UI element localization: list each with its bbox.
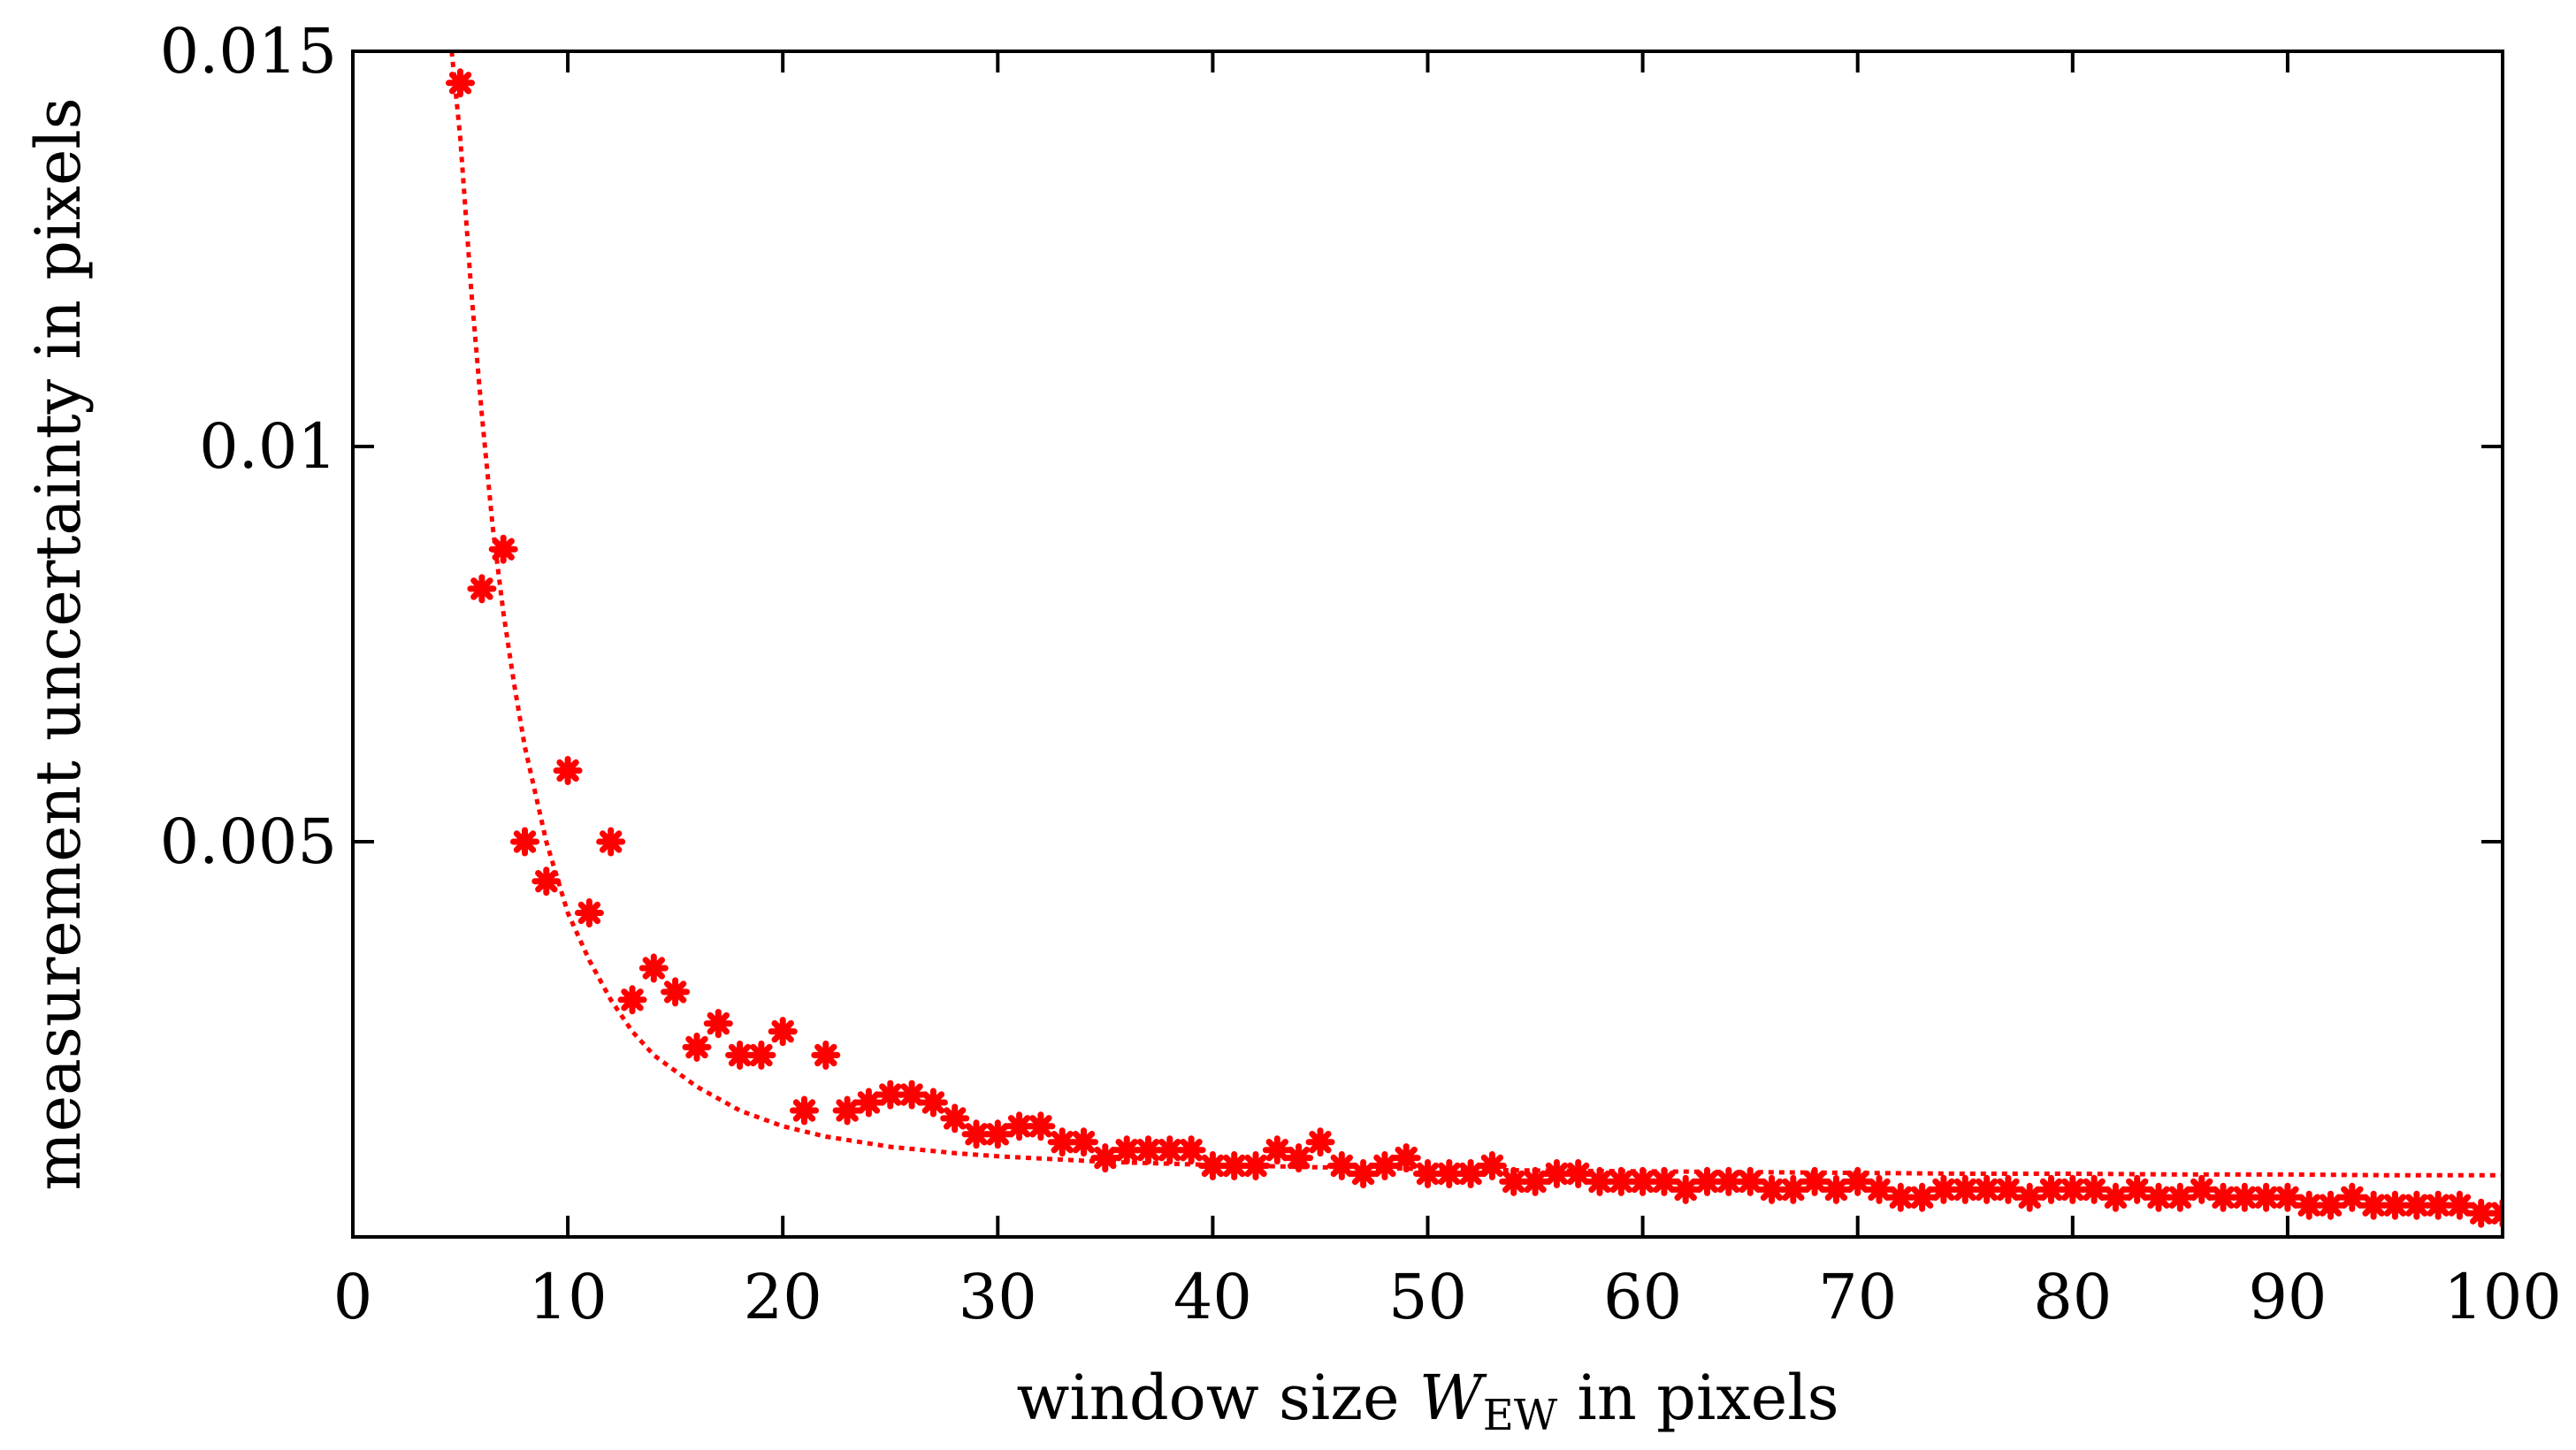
data-point: [1821, 1174, 1851, 1204]
x-axis-label: window size WEW in pixels: [1016, 1362, 1838, 1440]
x-tick-label: 0: [333, 1261, 373, 1333]
data-point: [661, 977, 691, 1007]
data-point: [488, 534, 518, 564]
x-axis-label-symbol: W: [1419, 1362, 1487, 1434]
data-point: [1778, 1174, 1808, 1204]
x-tick-label: 50: [1388, 1261, 1467, 1333]
data-point: [1714, 1166, 1744, 1196]
data-point: [768, 1017, 798, 1047]
data-point: [1993, 1174, 2023, 1204]
data-point: [1262, 1135, 1292, 1165]
axes: 0 10 20 30 40 50 60 70 80 90 100 0.005 0.01 0.015: [160, 15, 2562, 1333]
data-point: [617, 985, 647, 1015]
data-point: [1563, 1159, 1594, 1188]
x-axis-label-suffix: in pixels: [1557, 1362, 1838, 1434]
data-point: [2144, 1182, 2174, 1212]
y-tick-label: 0.01: [199, 410, 337, 483]
y-tick-label: 0.005: [160, 805, 337, 878]
x-tick-label: 10: [529, 1261, 608, 1333]
data-point: [2165, 1182, 2195, 1212]
data-point: [1134, 1135, 1163, 1165]
axes-frame: [351, 50, 2504, 1239]
data-point: [553, 756, 583, 785]
data-point: [2014, 1182, 2045, 1212]
data-point: [1349, 1159, 1379, 1188]
plot-area: [446, 51, 2503, 1228]
data-point: [1370, 1151, 1400, 1180]
x-tick-label: 30: [959, 1261, 1037, 1333]
data-point: [746, 1040, 776, 1070]
data-point: [1069, 1127, 1098, 1157]
data-point: [2488, 1198, 2503, 1228]
data-point: [1026, 1111, 1056, 1141]
data-point: [2208, 1182, 2238, 1212]
data-point: [1477, 1151, 1507, 1180]
data-point: [1800, 1166, 1830, 1196]
x-axis-label-subscript: EW: [1483, 1391, 1558, 1440]
data-point: [1907, 1182, 1938, 1212]
data-point: [2079, 1174, 2109, 1204]
data-point: [2316, 1190, 2345, 1220]
data-point: [1864, 1174, 1894, 1204]
data-point: [1670, 1174, 1701, 1204]
data-point: [1391, 1143, 1421, 1173]
data-point: [638, 953, 669, 983]
x-axis-label-prefix: window size: [1016, 1362, 1418, 1434]
data-point: [2444, 1190, 2474, 1220]
x-tick-label: 100: [2443, 1261, 2562, 1333]
data-point: [1885, 1182, 1915, 1212]
data-point: [510, 827, 539, 857]
data-point: [790, 1095, 819, 1126]
data-point: [2273, 1182, 2303, 1212]
fit-curve: [449, 51, 2503, 1178]
data-point: [446, 68, 475, 98]
data-point: [467, 574, 497, 604]
x-tick-label: 40: [1173, 1261, 1252, 1333]
data-point: [1649, 1166, 1679, 1196]
data-point: [2100, 1182, 2130, 1212]
data-point: [703, 1009, 733, 1039]
data-point: [982, 1119, 1013, 1149]
x-tick-label: 60: [1603, 1261, 1682, 1333]
x-tick-label: 20: [744, 1261, 822, 1333]
y-tick-label: 0.015: [160, 15, 337, 88]
data-point: [1735, 1166, 1765, 1196]
data-point: [574, 898, 604, 927]
data-point: [1326, 1151, 1357, 1180]
data-point: [2466, 1198, 2496, 1228]
data-point: [940, 1103, 970, 1133]
data-point: [682, 1032, 712, 1062]
x-tick-label: 80: [2033, 1261, 2112, 1333]
data-point: [918, 1088, 948, 1118]
data-point: [832, 1095, 862, 1126]
data-point: [2337, 1182, 2367, 1212]
data-point: [2187, 1174, 2217, 1204]
data-point: [2251, 1182, 2282, 1212]
y-axis-label: measurement uncertainty in pixels: [22, 97, 95, 1190]
x-tick-label: 90: [2248, 1261, 2327, 1333]
data-point: [1090, 1143, 1120, 1173]
data-point: [1585, 1166, 1615, 1196]
data-point: [853, 1088, 883, 1118]
data-point: [1241, 1151, 1271, 1180]
data-point: [2122, 1174, 2152, 1204]
data-point: [1284, 1143, 1314, 1173]
data-point: [897, 1080, 927, 1110]
data-point: [1456, 1159, 1486, 1188]
data-point: [596, 827, 626, 857]
data-point: [1843, 1166, 1873, 1196]
data-point: [1176, 1135, 1206, 1165]
data-point: [1305, 1127, 1335, 1157]
data-point: [811, 1040, 841, 1070]
data-point: [1520, 1166, 1550, 1196]
data-point: [531, 866, 562, 897]
x-tick-label: 70: [1818, 1261, 1897, 1333]
